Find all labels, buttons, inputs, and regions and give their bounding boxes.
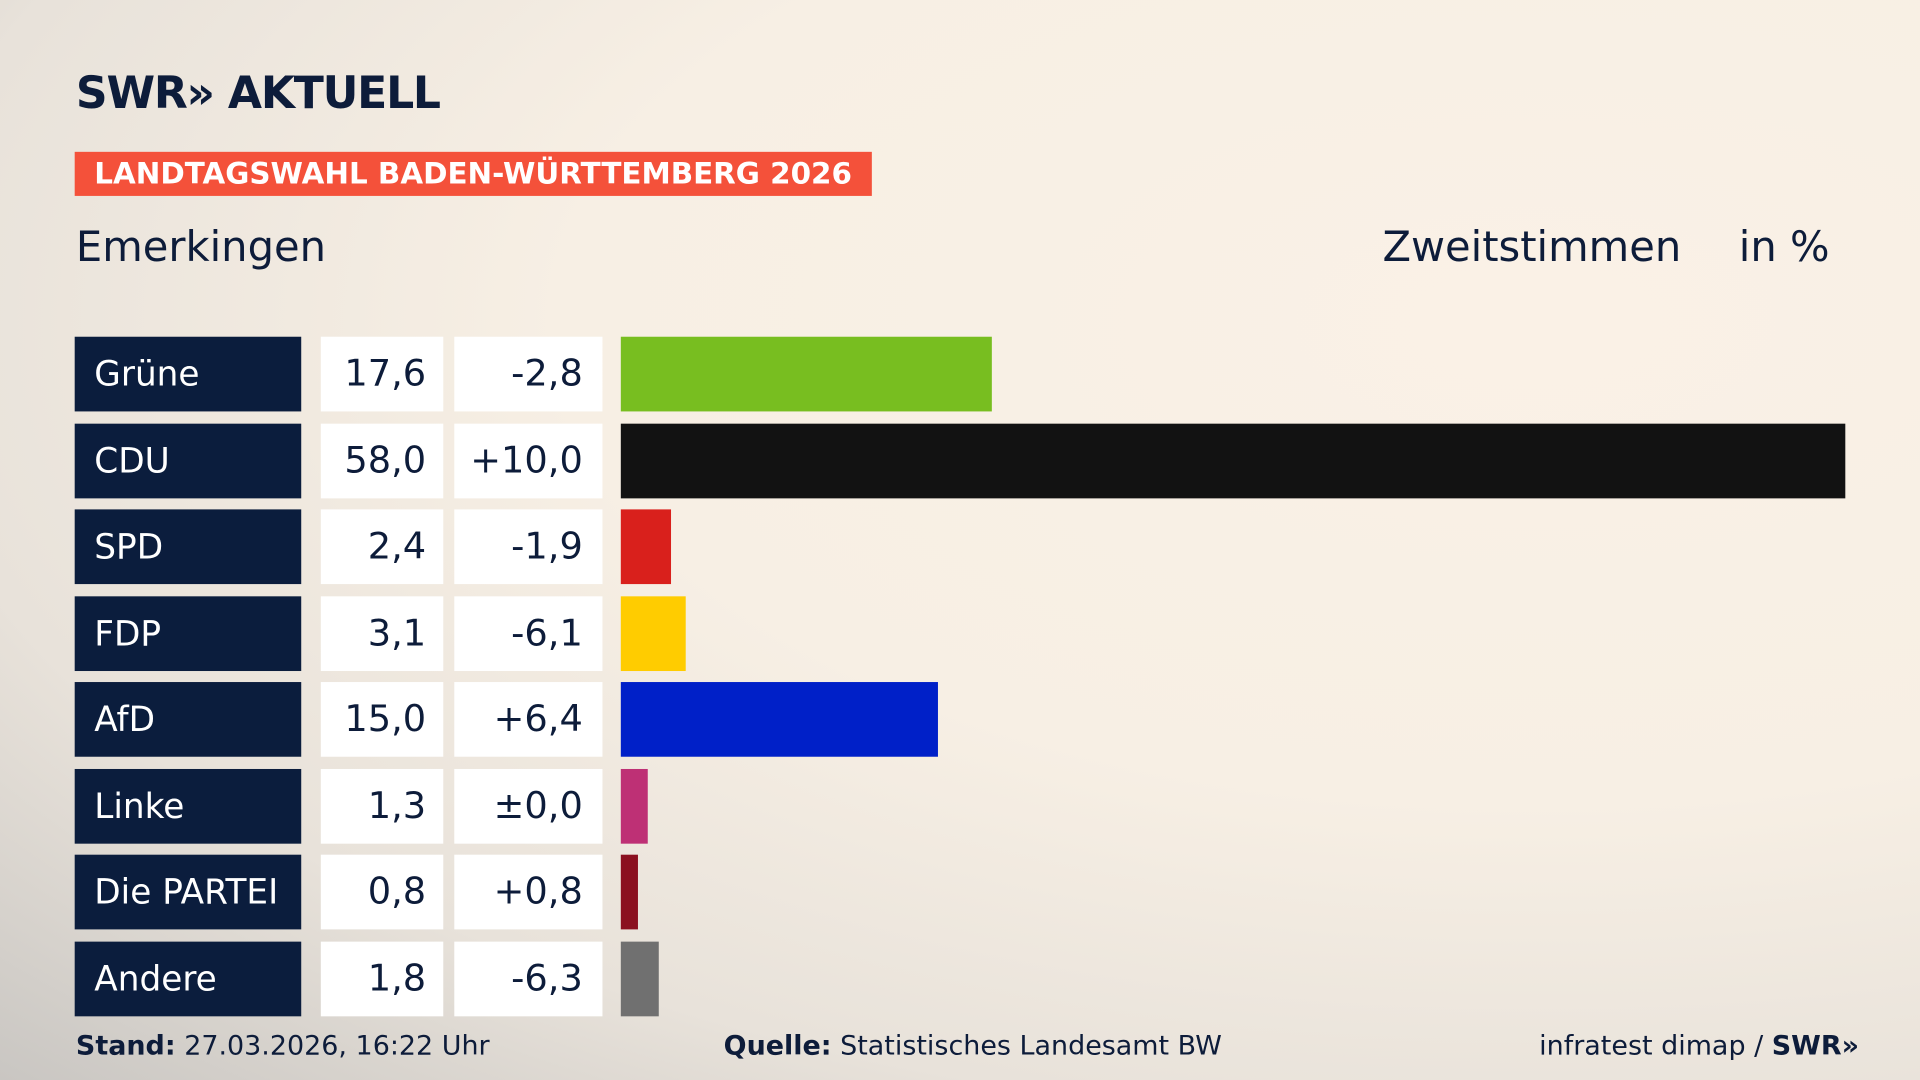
party-label: Grüne — [74, 336, 302, 412]
bar — [620, 941, 659, 1016]
party-label: Die PARTEI — [74, 854, 302, 930]
bar — [620, 768, 649, 844]
stand-value: 27.03.2026, 16:22 Uhr — [184, 1031, 490, 1062]
source-label: Quelle: — [723, 1031, 832, 1062]
diff-label: -6,3 — [454, 941, 603, 1016]
bar — [620, 336, 993, 412]
value-label: 17,6 — [320, 336, 444, 412]
diff-label: +10,0 — [454, 423, 603, 498]
value-label: 1,8 — [320, 941, 444, 1016]
party-label: Linke — [74, 768, 302, 844]
credit-text: infratest dimap / — [1539, 1031, 1764, 1062]
timestamp: Stand: 27.03.2026, 16:22 Uhr — [76, 1031, 490, 1062]
stand-label: Stand: — [75, 1031, 176, 1062]
value-label: 15,0 — [320, 682, 444, 757]
diff-label: +6,4 — [454, 682, 603, 757]
party-label: SPD — [74, 509, 302, 585]
unit-label: in % — [1738, 222, 1830, 272]
value-label: 1,3 — [320, 768, 444, 844]
diff-label: -1,9 — [454, 509, 603, 585]
value-label: 58,0 — [320, 423, 444, 498]
value-label: 2,4 — [320, 509, 444, 585]
swr-aktuell-logo: SWR» AKTUELL — [75, 68, 441, 119]
diff-label: ±0,0 — [454, 768, 603, 844]
party-label: AfD — [74, 682, 302, 757]
value-label: 3,1 — [320, 595, 444, 671]
party-label: FDP — [74, 595, 302, 671]
vote-type-label: Zweitstimmen — [1382, 222, 1682, 272]
party-label: Andere — [74, 941, 302, 1016]
credit: infratest dimap / SWR» — [1539, 1031, 1859, 1062]
bar — [620, 682, 938, 757]
source: Quelle: Statistisches Landesamt BW — [724, 1031, 1222, 1062]
location-title: Emerkingen — [75, 222, 327, 272]
diff-label: +0,8 — [454, 854, 603, 930]
value-label: 0,8 — [320, 854, 444, 930]
source-value: Statistisches Landesamt BW — [840, 1031, 1222, 1062]
bar — [620, 509, 672, 585]
party-label: CDU — [74, 423, 302, 498]
bar — [620, 423, 1846, 498]
bar — [620, 854, 638, 930]
diff-label: -6,1 — [454, 595, 603, 671]
diff-label: -2,8 — [454, 336, 603, 412]
election-badge: LANDTAGSWAHL BADEN-WÜRTTEMBERG 2026 — [74, 151, 872, 196]
swr-small-logo: SWR» — [1771, 1031, 1860, 1062]
bar — [620, 595, 687, 671]
